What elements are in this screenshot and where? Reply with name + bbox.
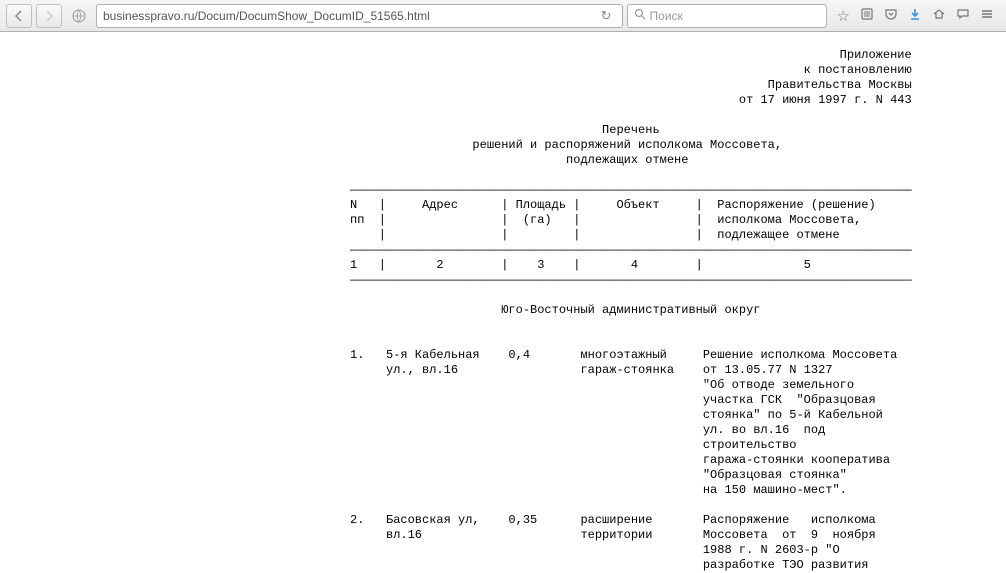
site-identity-icon xyxy=(70,7,88,25)
pocket-icon[interactable] xyxy=(884,7,898,25)
home-icon[interactable] xyxy=(932,7,946,25)
downloads-icon[interactable] xyxy=(908,7,922,25)
chat-icon[interactable] xyxy=(956,7,970,25)
menu-icon[interactable] xyxy=(980,7,994,25)
forward-button[interactable] xyxy=(36,4,62,28)
search-icon xyxy=(634,8,646,23)
url-bar[interactable]: businesspravo.ru/Docum/DocumShow_DocumID… xyxy=(96,4,623,28)
search-bar[interactable]: Поиск xyxy=(627,4,827,28)
toolbar-right-icons: ☆ xyxy=(831,7,1000,25)
bookmark-star-icon[interactable]: ☆ xyxy=(837,7,850,25)
document-viewport: Приложение к постановлению Правительства… xyxy=(0,32,1006,573)
reader-icon[interactable] xyxy=(860,7,874,25)
back-button[interactable] xyxy=(6,4,32,28)
browser-toolbar: businesspravo.ru/Docum/DocumShow_DocumID… xyxy=(0,0,1006,32)
document-body: Приложение к постановлению Правительства… xyxy=(350,48,966,573)
reload-icon[interactable]: ↻ xyxy=(597,8,616,24)
url-text: businesspravo.ru/Docum/DocumShow_DocumID… xyxy=(103,9,597,23)
search-placeholder: Поиск xyxy=(650,9,683,23)
